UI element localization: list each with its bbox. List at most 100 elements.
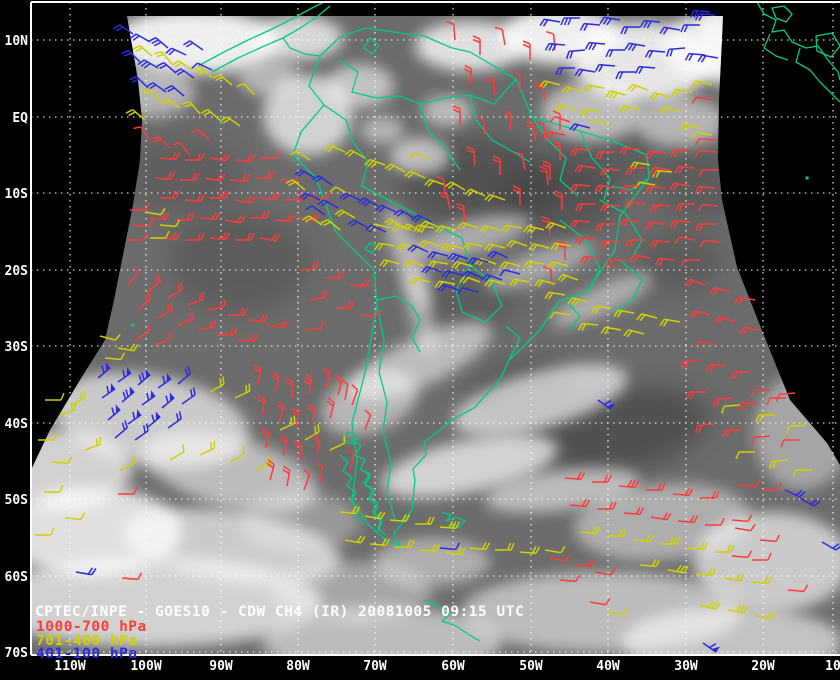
barb-feather [590, 306, 596, 314]
wind-barb [709, 287, 731, 296]
wind-barb [261, 427, 270, 449]
wind-barb [212, 74, 233, 86]
barb-feather [574, 236, 580, 245]
barb-shaft [696, 96, 713, 101]
barb-feather [583, 84, 589, 93]
barb-feather [630, 85, 637, 92]
barb-feather [619, 218, 625, 227]
barb-shaft [439, 280, 456, 285]
barb-feather [175, 232, 181, 240]
barb-feather [646, 20, 652, 29]
barb-feather [424, 179, 431, 186]
wind-barb [156, 62, 177, 74]
wind-barb [144, 207, 166, 216]
barb-shaft [265, 432, 270, 449]
barb-feather [591, 42, 597, 51]
wind-barb [151, 135, 171, 149]
barb-feather [688, 488, 694, 496]
wind-barb [125, 109, 146, 121]
barb-feather [312, 434, 321, 440]
barb-shaft [603, 167, 621, 171]
wind-barb [698, 169, 718, 178]
barb-feather [608, 501, 614, 510]
wind-barb [615, 71, 635, 80]
barb-shaft [374, 223, 391, 229]
barb-feather [775, 534, 781, 542]
barb-feather [552, 143, 561, 149]
barb-feather [165, 47, 172, 54]
barb-shaft [605, 326, 622, 331]
barb-feather [582, 109, 589, 117]
barb-shaft [579, 68, 596, 73]
barb-feather [560, 545, 566, 554]
wind-barb [160, 190, 180, 199]
barb-feather [686, 391, 691, 400]
barb-feather [246, 195, 253, 203]
wind-barb [672, 488, 694, 497]
wind-barb [799, 497, 821, 507]
wind-barb [492, 155, 501, 175]
barb-shaft [672, 493, 690, 497]
barb-feather [447, 245, 453, 253]
barb-feather [175, 190, 180, 199]
barb-feather [148, 37, 157, 42]
barb-feather [122, 369, 126, 378]
barb-shaft [407, 223, 423, 233]
wind-barb [334, 374, 343, 396]
barb-shaft [677, 520, 695, 524]
barb-shaft [413, 244, 429, 253]
barb-feather [777, 482, 782, 491]
barb-feather [192, 387, 196, 395]
barb-feather [249, 334, 255, 342]
barb-feather [625, 239, 630, 248]
wind-barb [148, 37, 169, 49]
barb-shaft [432, 260, 449, 265]
wind-barb [452, 105, 461, 125]
barb-shaft [181, 394, 196, 405]
barb-feather [140, 61, 148, 67]
barb-feather [435, 225, 442, 233]
wind-barb [347, 219, 369, 229]
wind-barb [723, 573, 745, 582]
barb-feather [672, 183, 679, 191]
wind-barb [335, 300, 355, 309]
barb-feather [115, 26, 124, 32]
barb-feather [644, 50, 650, 58]
wind-barb [357, 197, 379, 207]
barb-shaft [594, 571, 611, 576]
barb-feather [291, 407, 300, 413]
barb-shaft [610, 90, 627, 96]
barb-feather [464, 64, 472, 70]
barb-shaft [634, 254, 651, 259]
barb-feather [242, 446, 245, 455]
barb-feather [509, 278, 515, 287]
barb-feather [129, 33, 137, 40]
wind-barb [329, 435, 346, 451]
wind-barb [185, 152, 205, 161]
barb-shaft [589, 601, 606, 606]
barb-feather [454, 262, 461, 270]
wind-barb [620, 185, 640, 194]
wind-barb [680, 24, 700, 33]
wind-barb [700, 490, 720, 499]
barb-feather [456, 206, 465, 211]
barb-feather [689, 515, 695, 523]
wind-barb [484, 193, 506, 202]
barb-feather [669, 220, 675, 228]
barb-feather [320, 321, 325, 329]
barb-shaft [171, 85, 185, 97]
barb-feather [410, 246, 418, 253]
wind-barb [792, 469, 812, 478]
barb-shaft [363, 197, 379, 207]
barb-feather [145, 202, 150, 211]
wind-barb [267, 320, 289, 329]
barb-shaft [469, 68, 473, 86]
barb-feather [437, 284, 444, 291]
barb-shaft [209, 383, 225, 393]
wind-barb [720, 404, 741, 414]
wind-barb [554, 190, 563, 210]
coastline-path [469, 94, 531, 163]
barb-feather [712, 399, 717, 407]
wind-barb [459, 275, 481, 284]
barb-feather [151, 39, 159, 45]
